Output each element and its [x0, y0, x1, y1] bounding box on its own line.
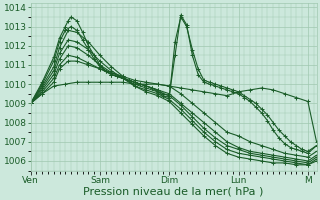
X-axis label: Pression niveau de la mer( hPa ): Pression niveau de la mer( hPa )	[84, 187, 264, 197]
